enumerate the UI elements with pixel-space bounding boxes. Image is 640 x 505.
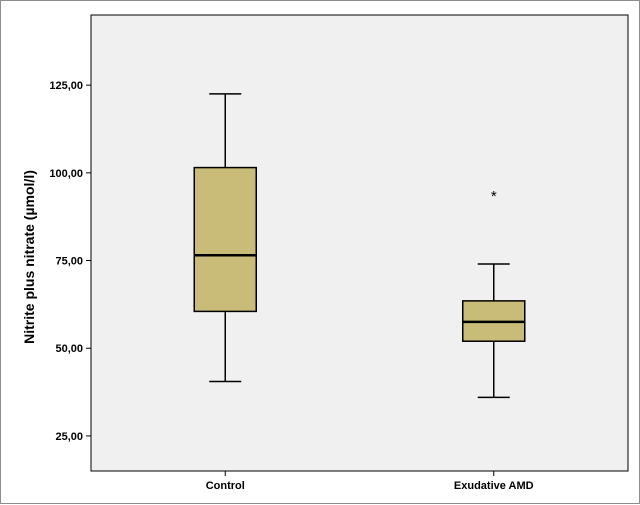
x-axis-ticks: Control Exudative AMD — [206, 471, 534, 492]
y-tick-label: 125,00 — [49, 80, 83, 92]
y-tick-label: 75,00 — [55, 256, 83, 268]
plot-area — [90, 14, 629, 472]
outlier-marker: * — [491, 188, 497, 205]
iqr-box — [193, 166, 257, 313]
y-tick-label: 100,00 — [49, 168, 83, 180]
x-tick-label: Exudative AMD — [454, 480, 534, 492]
x-tick-label: Control — [206, 480, 245, 492]
y-axis-title: Nitrite plus nitrate (µmol/l) — [21, 170, 37, 344]
box-1 — [193, 93, 257, 383]
y-tick-label: 25,00 — [55, 431, 83, 443]
y-axis-ticks: 25,00 50,00 75,00 100,00 125,00 — [49, 80, 91, 443]
y-tick-label: 50,00 — [55, 343, 83, 355]
box-2: * — [462, 188, 526, 399]
box-series: * — [193, 93, 526, 399]
